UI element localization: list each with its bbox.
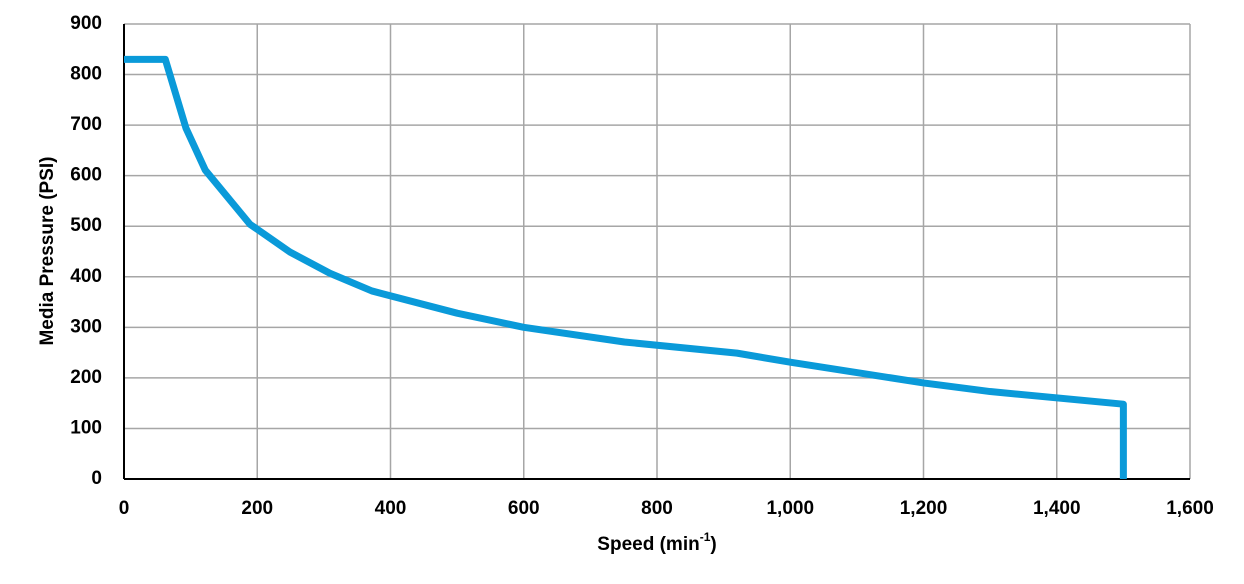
y-tick-label: 100 bbox=[70, 417, 102, 438]
y-tick-label: 900 bbox=[70, 13, 102, 34]
x-tick-label: 0 bbox=[119, 498, 130, 519]
y-tick-label: 800 bbox=[70, 64, 102, 85]
x-tick-label: 600 bbox=[508, 498, 540, 519]
x-axis-label-suffix: ) bbox=[710, 534, 716, 555]
y-tick-label: 600 bbox=[70, 165, 102, 186]
x-tick-label: 1,200 bbox=[900, 498, 948, 519]
y-axis-label: Media Pressure (PSI) bbox=[37, 156, 58, 345]
x-tick-label: 800 bbox=[641, 498, 673, 519]
y-tick-label: 300 bbox=[70, 316, 102, 337]
x-axis-label-sup: -1 bbox=[700, 530, 711, 544]
y-tick-label: 500 bbox=[70, 215, 102, 236]
x-tick-label: 1,600 bbox=[1166, 498, 1214, 519]
y-tick-label: 700 bbox=[70, 114, 102, 135]
y-tick-label: 200 bbox=[70, 367, 102, 388]
y-tick-label: 0 bbox=[91, 468, 102, 489]
data-line bbox=[124, 55, 1127, 479]
x-tick-label: 1,000 bbox=[766, 498, 814, 519]
x-tick-label: 1,400 bbox=[1033, 498, 1081, 519]
x-tick-label: 400 bbox=[375, 498, 407, 519]
x-axis-label: Speed (min-1) bbox=[597, 530, 716, 555]
x-axis-label-text: Speed (min bbox=[597, 534, 699, 555]
x-tick-label: 200 bbox=[241, 498, 273, 519]
y-tick-label: 400 bbox=[70, 266, 102, 287]
